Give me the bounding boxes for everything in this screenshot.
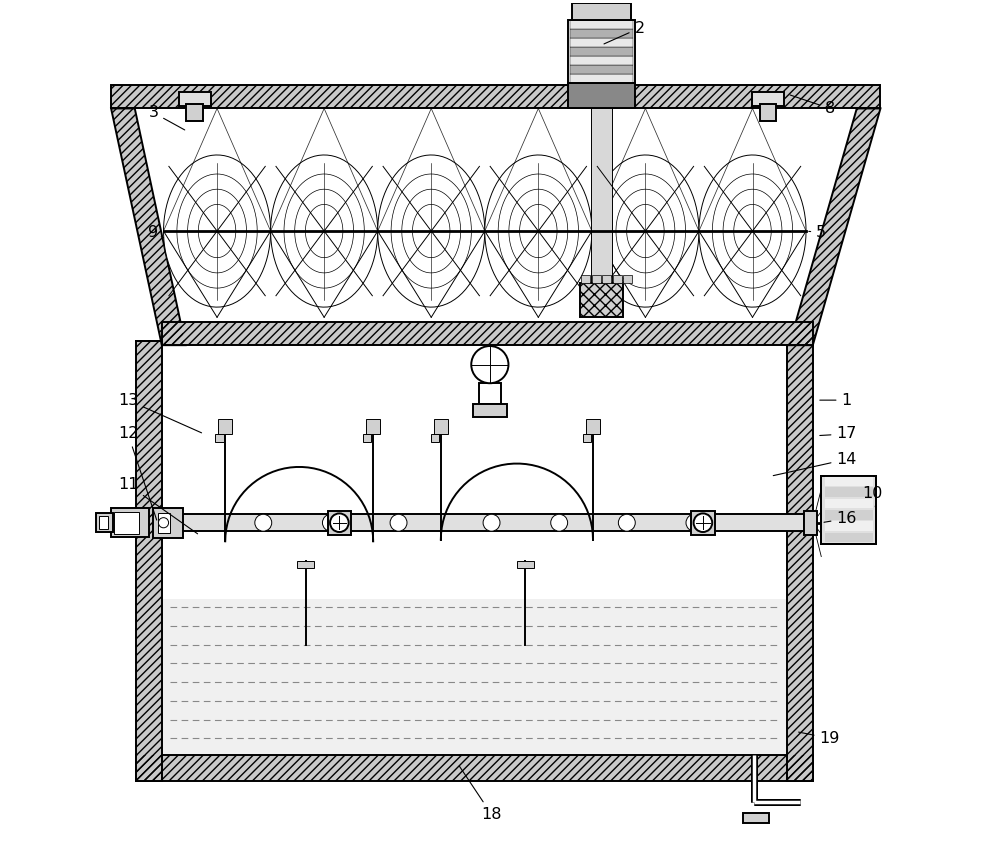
Bar (297, 561, 314, 568)
Bar (787, 341, 813, 780)
Bar (99, 516, 108, 529)
Bar (570, 37, 633, 47)
Bar (602, 275, 611, 283)
Circle shape (158, 517, 169, 528)
Bar (570, 20, 633, 29)
Bar (570, 65, 633, 74)
Text: 3: 3 (148, 106, 185, 130)
Bar (179, 93, 211, 106)
Polygon shape (111, 108, 185, 346)
Bar (804, 511, 817, 534)
Bar (215, 434, 224, 443)
Polygon shape (699, 155, 806, 307)
Polygon shape (592, 155, 699, 307)
Bar (583, 434, 591, 443)
Text: 13: 13 (118, 392, 202, 433)
Bar (591, 108, 612, 313)
Bar (787, 341, 813, 780)
Circle shape (471, 346, 508, 383)
Bar (760, 104, 776, 121)
Bar (186, 104, 203, 121)
Bar (825, 522, 873, 531)
Bar (136, 755, 813, 780)
Polygon shape (271, 155, 378, 307)
Bar (96, 513, 113, 532)
Polygon shape (378, 155, 485, 307)
Bar (825, 533, 873, 542)
Bar (162, 599, 787, 755)
Circle shape (686, 514, 703, 531)
Bar (752, 93, 784, 106)
Polygon shape (111, 85, 880, 108)
Bar (162, 341, 787, 755)
Bar (572, 3, 631, 20)
Circle shape (330, 513, 349, 532)
Polygon shape (789, 108, 880, 346)
Text: 5: 5 (809, 226, 826, 240)
Bar (568, 20, 635, 83)
Bar (153, 507, 183, 538)
Text: 2: 2 (604, 20, 645, 44)
Text: 11: 11 (118, 477, 198, 534)
Bar (170, 514, 804, 531)
Bar (570, 47, 633, 56)
Bar (136, 341, 162, 780)
Bar (586, 419, 600, 434)
Bar (825, 477, 873, 486)
Circle shape (551, 514, 568, 531)
Bar (570, 74, 633, 83)
Text: 19: 19 (799, 731, 840, 745)
Bar (581, 275, 590, 283)
Bar (825, 510, 873, 520)
Text: 10: 10 (862, 486, 882, 507)
Bar (517, 561, 534, 568)
Bar (570, 56, 633, 65)
Bar (623, 275, 632, 283)
Bar (136, 341, 162, 780)
Bar (743, 813, 769, 823)
Text: 17: 17 (820, 426, 857, 442)
Circle shape (694, 513, 712, 532)
Bar (434, 419, 448, 434)
Bar (114, 511, 139, 534)
Bar (821, 477, 876, 544)
Polygon shape (485, 155, 592, 307)
Bar (431, 434, 439, 443)
Bar (473, 403, 507, 417)
Polygon shape (135, 108, 857, 322)
Bar (218, 419, 232, 434)
Bar (580, 283, 623, 317)
Polygon shape (162, 322, 813, 346)
Bar (366, 419, 380, 434)
Bar (363, 434, 371, 443)
Text: 9: 9 (148, 226, 164, 240)
Bar (580, 283, 623, 317)
Text: 12: 12 (118, 426, 157, 520)
Bar (613, 275, 622, 283)
Text: 14: 14 (773, 452, 857, 476)
Bar (136, 755, 813, 780)
Circle shape (390, 514, 407, 531)
Bar (592, 275, 601, 283)
Circle shape (322, 514, 339, 531)
Bar (691, 511, 715, 534)
Bar (111, 508, 149, 537)
Bar (825, 499, 873, 508)
Bar (479, 383, 501, 404)
Bar (328, 511, 351, 534)
Circle shape (255, 514, 272, 531)
Circle shape (618, 514, 635, 531)
Text: 1: 1 (820, 392, 852, 408)
Bar (158, 512, 170, 533)
Bar (821, 477, 876, 544)
Polygon shape (164, 155, 271, 307)
Circle shape (483, 514, 500, 531)
Bar (568, 83, 635, 108)
Bar (570, 29, 633, 37)
Text: 16: 16 (824, 511, 857, 526)
Text: 8: 8 (790, 95, 835, 116)
Text: 18: 18 (459, 766, 502, 822)
Bar (825, 488, 873, 497)
